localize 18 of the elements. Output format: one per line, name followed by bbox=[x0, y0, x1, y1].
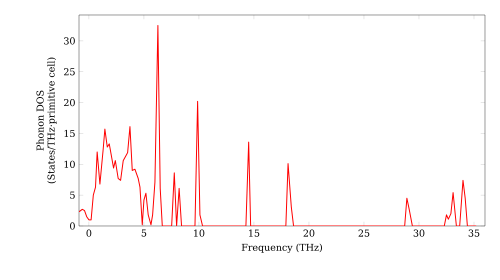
y-tick-label: 20 bbox=[64, 99, 75, 106]
y-axis-title: Phonon DOS (States/THz·primitive cell) bbox=[36, 58, 57, 184]
x-tick-label: 25 bbox=[358, 230, 370, 237]
x-tick-label: 35 bbox=[468, 230, 480, 237]
x-tick-label: 20 bbox=[304, 230, 314, 237]
x-tick-label: 15 bbox=[249, 230, 260, 237]
x-tick-label: 5 bbox=[142, 230, 146, 237]
y-tick-label: 5 bbox=[70, 192, 75, 199]
x-tick-label: 30 bbox=[414, 230, 424, 237]
y-tick-label: 15 bbox=[64, 130, 75, 138]
y-tick-label: 25 bbox=[64, 68, 75, 76]
y-tick-label: 0 bbox=[70, 222, 75, 230]
y-tick-label: 30 bbox=[64, 37, 75, 45]
x-tick-label: 10 bbox=[194, 230, 204, 237]
line-series bbox=[79, 24, 477, 226]
y-tick-label: 10 bbox=[64, 160, 75, 168]
x-tick-label: 0 bbox=[86, 230, 92, 237]
x-axis-title: Frequency (THz) bbox=[242, 244, 322, 253]
